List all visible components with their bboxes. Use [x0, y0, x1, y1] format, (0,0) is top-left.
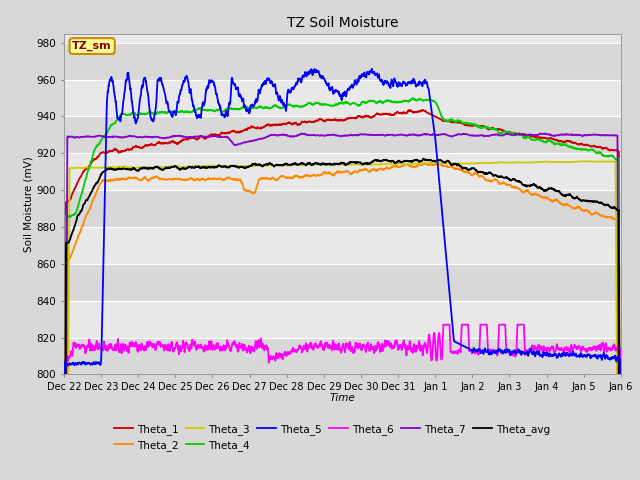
Y-axis label: Soil Moisture (mV): Soil Moisture (mV) [24, 156, 34, 252]
Text: TZ_sm: TZ_sm [72, 41, 112, 51]
X-axis label: Time: Time [330, 394, 355, 403]
Bar [64, 117, 621, 153]
Bar [64, 43, 621, 80]
Bar [64, 227, 621, 264]
Bar [64, 337, 621, 374]
Bar [64, 153, 621, 190]
Bar [64, 264, 621, 300]
Title: TZ Soil Moisture: TZ Soil Moisture [287, 16, 398, 30]
Bar [64, 190, 621, 227]
Bar [64, 300, 621, 337]
Legend: Theta_1, Theta_2, Theta_3, Theta_4, Theta_5, Theta_6, Theta_7, Theta_avg: Theta_1, Theta_2, Theta_3, Theta_4, Thet… [114, 424, 550, 451]
Bar [64, 80, 621, 117]
